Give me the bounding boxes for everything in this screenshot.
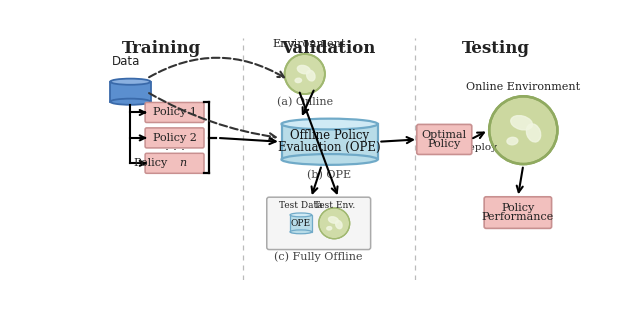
Text: (c) Fully Offline: (c) Fully Offline — [275, 251, 363, 262]
Ellipse shape — [335, 220, 342, 229]
FancyBboxPatch shape — [145, 102, 204, 123]
Text: deploy: deploy — [462, 143, 497, 152]
FancyArrowPatch shape — [381, 137, 413, 143]
Text: Policy 1: Policy 1 — [152, 107, 196, 117]
Text: n: n — [179, 158, 186, 168]
Text: OPE: OPE — [291, 219, 311, 228]
Ellipse shape — [327, 226, 332, 230]
FancyArrowPatch shape — [149, 93, 276, 139]
Text: Training: Training — [122, 40, 201, 57]
FancyBboxPatch shape — [417, 124, 472, 154]
FancyArrowPatch shape — [140, 161, 145, 166]
Bar — [290, 215, 312, 232]
Text: Performance: Performance — [482, 212, 554, 222]
Text: Policy 2: Policy 2 — [152, 133, 196, 143]
Ellipse shape — [307, 70, 315, 81]
Text: Policy: Policy — [428, 139, 461, 149]
Ellipse shape — [290, 213, 312, 217]
FancyArrowPatch shape — [149, 58, 284, 77]
FancyBboxPatch shape — [145, 128, 204, 148]
Circle shape — [489, 96, 557, 164]
Circle shape — [285, 54, 325, 94]
FancyArrowPatch shape — [220, 138, 276, 144]
Text: Online Environment: Online Environment — [466, 82, 580, 92]
Ellipse shape — [511, 116, 532, 130]
FancyArrowPatch shape — [140, 110, 145, 115]
Bar — [110, 82, 150, 102]
FancyBboxPatch shape — [145, 153, 204, 173]
Text: Data: Data — [112, 55, 140, 68]
Ellipse shape — [526, 124, 541, 142]
FancyBboxPatch shape — [484, 197, 552, 228]
Text: Offline Policy: Offline Policy — [290, 129, 369, 142]
Ellipse shape — [282, 119, 378, 129]
Text: (b) OPE: (b) OPE — [307, 169, 351, 180]
Ellipse shape — [290, 230, 312, 234]
Text: Test Env.: Test Env. — [314, 201, 355, 210]
FancyArrowPatch shape — [140, 135, 145, 140]
Text: Policy: Policy — [134, 158, 171, 168]
Ellipse shape — [298, 66, 310, 74]
Text: Optimal: Optimal — [422, 130, 467, 140]
FancyArrowPatch shape — [516, 168, 523, 192]
FancyArrowPatch shape — [300, 93, 337, 193]
Ellipse shape — [110, 99, 150, 105]
Bar — [282, 124, 378, 159]
Text: · · ·: · · · — [164, 144, 184, 157]
Text: Testing: Testing — [461, 40, 529, 57]
Ellipse shape — [282, 154, 378, 165]
Text: Environment: Environment — [272, 39, 346, 49]
Ellipse shape — [328, 217, 339, 223]
FancyBboxPatch shape — [267, 197, 371, 249]
FancyArrowPatch shape — [473, 133, 484, 138]
Text: Evaluation (OPE): Evaluation (OPE) — [278, 140, 381, 154]
FancyArrowPatch shape — [303, 90, 314, 114]
Ellipse shape — [110, 79, 150, 85]
FancyArrowPatch shape — [312, 168, 321, 193]
Text: Validation: Validation — [281, 40, 375, 57]
Text: Policy: Policy — [501, 203, 534, 213]
Ellipse shape — [295, 78, 301, 83]
Text: Test Data: Test Data — [279, 201, 323, 210]
Circle shape — [319, 208, 349, 239]
Ellipse shape — [507, 137, 518, 145]
Text: (a) Online: (a) Online — [276, 97, 333, 107]
